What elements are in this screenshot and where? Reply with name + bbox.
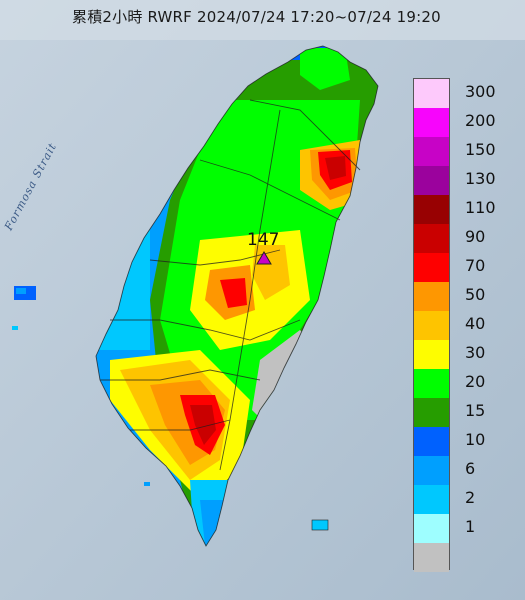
legend-tick-label: 130 xyxy=(465,169,496,188)
legend-swatch xyxy=(414,311,449,340)
legend-tick-label: 90 xyxy=(465,227,486,246)
offshore-islands xyxy=(12,286,329,531)
legend-tick-label: 50 xyxy=(465,285,486,304)
legend-tick-label: 70 xyxy=(465,256,486,275)
legend-tick-label: 1 xyxy=(465,517,476,536)
legend-swatch xyxy=(414,79,449,108)
legend-tick-label: 30 xyxy=(465,343,486,362)
legend-swatch xyxy=(414,456,449,485)
legend-swatch xyxy=(414,195,449,224)
legend-tick-label: 15 xyxy=(465,401,486,420)
legend-swatch xyxy=(414,543,449,572)
legend-swatch xyxy=(414,514,449,543)
peak-value-label: 147 xyxy=(247,230,280,250)
legend-swatch xyxy=(414,108,449,137)
legend-swatch xyxy=(414,369,449,398)
legend-swatch xyxy=(414,166,449,195)
county-boundaries xyxy=(95,45,379,547)
legend-swatch xyxy=(414,224,449,253)
legend-tick-label: 40 xyxy=(465,314,486,333)
legend-swatch xyxy=(414,485,449,514)
legend-tick-label: 20 xyxy=(465,372,486,391)
peak-marker-triangle-icon xyxy=(256,251,272,265)
legend-swatch-column xyxy=(413,78,450,572)
legend-tick-label: 200 xyxy=(465,111,496,130)
legend-swatch xyxy=(414,427,449,456)
legend-swatch xyxy=(414,253,449,282)
legend-tick-label: 10 xyxy=(465,430,486,449)
legend-tick-label: 2 xyxy=(465,488,476,507)
legend-tick-label: 150 xyxy=(465,140,496,159)
rainfall-legend: 300 200 150 130 110 90 70 50 40 30 20 15 10 6 2 1 xyxy=(413,78,515,572)
legend-tick-label: 6 xyxy=(465,459,476,478)
map-title: 累積2小時 RWRF 2024/07/24 17:20~07/24 19:20 xyxy=(72,8,441,26)
legend-swatch xyxy=(414,282,449,311)
legend-swatch xyxy=(414,340,449,369)
legend-tick-label: 110 xyxy=(465,198,496,217)
legend-swatch xyxy=(414,398,449,427)
legend-swatch xyxy=(414,137,449,166)
legend-tick-label: 300 xyxy=(465,82,496,101)
